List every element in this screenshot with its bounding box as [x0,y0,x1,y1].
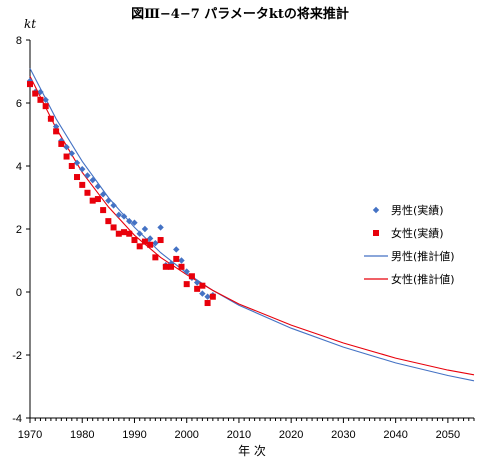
data-point [37,88,44,96]
data-point [157,224,164,231]
legend-marker-swatch [372,206,380,214]
data-point [89,176,96,184]
data-point [79,165,86,173]
data-point [141,225,149,233]
data-point [26,77,34,85]
data-point [105,218,112,225]
data-point [126,230,133,237]
x-tick-label: 2050 [436,429,460,441]
y-tick-label: 6 [16,98,22,110]
y-tick-label: -4 [12,413,22,425]
data-point [194,285,201,292]
data-point [94,183,102,190]
data-point [52,123,60,130]
data-point [84,189,91,196]
data-point [105,197,112,204]
data-point [42,96,49,104]
data-point [37,96,44,103]
series-line-3 [29,75,475,376]
data-point [74,174,81,181]
data-point [178,263,185,270]
data-point [183,281,190,288]
data-point [136,243,143,250]
data-point [47,115,54,122]
data-point [168,263,175,270]
data-point [193,279,201,286]
x-tick-label: 1990 [122,429,146,441]
data-point [131,219,138,226]
data-point [53,128,60,135]
data-point [188,273,195,280]
data-point [68,150,75,157]
legend-label: 女性(推計値) [391,272,455,286]
data-point [42,103,49,110]
data-point [63,153,70,160]
data-point [115,230,122,237]
series-lines [29,68,475,382]
data-point [183,268,190,275]
legend: 男性(実績) 女性(実績) 男性(推計値) 女性(推計値) [364,203,455,286]
data-point [32,90,39,97]
y-tick-label: 4 [16,161,22,173]
data-point [110,202,117,209]
data-point [120,213,128,220]
x-axis-ticks: 1970 1980 1990 2000 2010 2020 2030 2040 2050 [18,418,475,441]
y-tick-label: 8 [16,35,22,47]
data-point [204,293,211,300]
data-point [99,191,107,198]
y-tick-label: 0 [16,287,22,299]
legend-label: 女性(実績) [391,226,444,240]
data-point [152,239,159,247]
series-points [26,77,217,307]
data-point [84,172,91,179]
x-tick-label: 1980 [70,429,94,441]
data-point [141,238,148,245]
y-tick-label: -2 [12,350,22,362]
data-point [136,230,143,237]
data-point [126,217,133,225]
x-tick-label: 2030 [331,429,355,441]
y-axis-label: kt [24,17,36,31]
data-point [173,246,180,253]
data-point [115,211,122,219]
data-point [162,263,169,270]
data-point [178,257,185,264]
data-point [147,241,154,248]
data-point [209,293,216,300]
legend-label: 男性(推計値) [391,249,455,263]
series-line-2 [29,68,475,382]
data-point [73,159,81,167]
y-tick-label: 2 [16,224,22,236]
data-point [110,224,117,231]
data-point [94,196,101,203]
data-point [100,207,107,214]
data-point [63,143,70,151]
data-point [131,237,138,244]
data-point [58,140,65,147]
x-tick-label: 2010 [227,429,251,441]
data-point [89,197,96,204]
data-point [204,300,211,307]
chart-title: 図Ⅲ−4−7 パラメータktの将来推計 [131,6,349,22]
y-axis-ticks: 8 6 4 2 0 -2 -4 [12,35,30,425]
data-point [121,229,128,236]
data-point [199,282,206,289]
data-point [157,237,164,244]
legend-marker-swatch [373,230,379,236]
data-point [27,81,33,88]
x-tick-label: 2000 [174,429,198,441]
data-point [152,254,159,261]
data-point [199,290,206,297]
x-tick-label: 1970 [18,429,42,441]
data-point [173,255,180,262]
x-axis-label: 年 次 [238,444,266,458]
data-point [68,163,75,169]
data-point [146,235,154,242]
x-tick-label: 2040 [383,429,407,441]
legend-label: 男性(実績) [391,203,444,217]
data-point [79,181,86,188]
x-tick-label: 2020 [279,429,303,441]
